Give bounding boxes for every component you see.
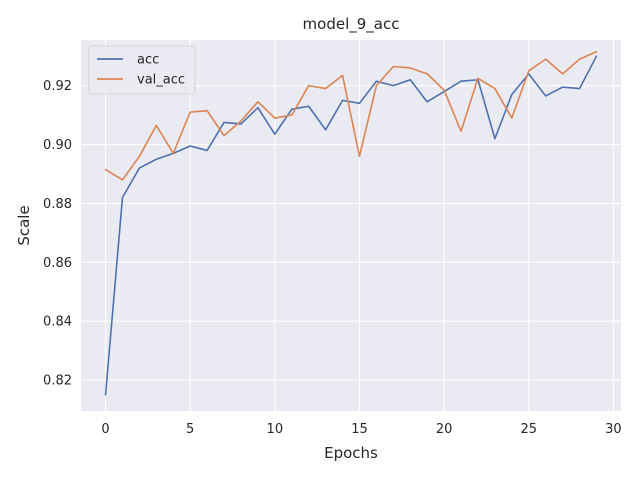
y-tick-label: 0.84 — [43, 315, 72, 330]
series-line-acc — [104, 55, 598, 396]
y-tick-label: 0.82 — [43, 374, 72, 389]
y-tick-label: 0.88 — [43, 197, 72, 212]
legend: acc val_acc — [88, 45, 196, 95]
chart-title: model_9_acc — [303, 15, 400, 34]
legend-label-acc: acc — [137, 53, 159, 68]
series-line-val-acc — [104, 50, 598, 181]
x-tick-label: 30 — [605, 422, 622, 437]
y-tick-labels: 0.82 0.84 0.86 0.88 0.90 0.92 — [43, 79, 72, 388]
x-tick-label: 25 — [520, 422, 537, 437]
y-tick-label: 0.86 — [43, 256, 72, 271]
legend-box — [88, 45, 196, 95]
y-tick-label: 0.90 — [43, 138, 72, 153]
x-axis-label: Epochs — [324, 444, 378, 462]
x-tick-label: 15 — [351, 422, 368, 437]
y-axis-label: Scale — [15, 205, 33, 245]
x-tick-label: 20 — [436, 422, 453, 437]
x-tick-label: 10 — [267, 422, 284, 437]
plot-area — [81, 40, 621, 411]
x-tick-label: 5 — [186, 422, 194, 437]
y-tick-label: 0.92 — [43, 79, 72, 94]
x-tick-label: 0 — [101, 422, 109, 437]
series-lines — [104, 50, 598, 396]
legend-label-val-acc: val_acc — [137, 73, 185, 88]
grid-lines — [81, 40, 621, 411]
x-tick-labels: 0 5 10 15 20 25 30 — [101, 422, 621, 437]
